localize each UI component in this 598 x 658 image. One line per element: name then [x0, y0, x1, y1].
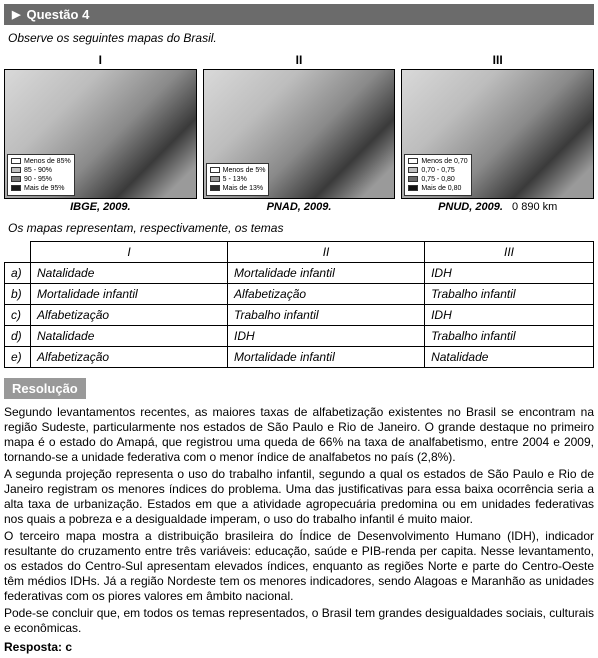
option-value: Trabalho infantil [425, 326, 594, 347]
legend-row: 5 - 13% [210, 175, 266, 184]
table-body: a)NatalidadeMortalidade infantilIDHb)Mor… [5, 263, 594, 368]
legend-label: 0,75 - 0,80 [421, 175, 454, 184]
legend-row: 0,70 - 0,75 [408, 166, 467, 175]
legend-swatch [408, 176, 418, 182]
map-col-1: I Menos de 85%85 - 90%90 - 95%Mais de 95… [4, 53, 197, 199]
map-roman-2: II [203, 53, 396, 67]
option-value: Natalidade [425, 347, 594, 368]
legend-label: Menos de 0,70 [421, 157, 467, 166]
map-image-1: Menos de 85%85 - 90%90 - 95%Mais de 95% [4, 69, 197, 199]
option-value: Mortalidade infantil [228, 347, 425, 368]
option-value: Alfabetização [228, 284, 425, 305]
map-sources: IBGE, 2009. PNAD, 2009. PNUD, 2009. 0 89… [4, 201, 594, 213]
legend-label: 0,70 - 0,75 [421, 166, 454, 175]
map-col-3: III Menos de 0,700,70 - 0,750,75 - 0,80M… [401, 53, 594, 199]
legend-label: 5 - 13% [223, 175, 247, 184]
table-header-cell [5, 242, 31, 263]
map-col-2: II Menos de 5%5 - 13%Mais de 13% [203, 53, 396, 199]
table-lead: Os mapas representam, respectivamente, o… [8, 221, 592, 235]
maps-row: I Menos de 85%85 - 90%90 - 95%Mais de 95… [4, 53, 594, 199]
table-row: a)NatalidadeMortalidade infantilIDH [5, 263, 594, 284]
legend-swatch [210, 176, 220, 182]
option-letter: c) [5, 305, 31, 326]
table-row: d)NatalidadeIDHTrabalho infantil [5, 326, 594, 347]
legend-label: Menos de 85% [24, 157, 71, 166]
legend-swatch [408, 167, 418, 173]
legend-swatch [11, 167, 21, 173]
legend-row: Mais de 95% [11, 184, 71, 193]
option-letter: a) [5, 263, 31, 284]
table-row: b)Mortalidade infantilAlfabetizaçãoTraba… [5, 284, 594, 305]
question-header: ▶ Questão 4 [4, 4, 594, 25]
legend-row: 85 - 90% [11, 166, 71, 175]
legend-label: 85 - 90% [24, 166, 52, 175]
option-value: IDH [425, 263, 594, 284]
legend-swatch [11, 158, 21, 164]
option-value: Alfabetização [31, 347, 228, 368]
resolution-paragraph: O terceiro mapa mostra a distribuição br… [4, 529, 594, 604]
legend-swatch [408, 185, 418, 191]
legend-swatch [408, 158, 418, 164]
legend-row: Mais de 13% [210, 184, 266, 193]
resolution-paragraph: A segunda projeção representa o uso do t… [4, 467, 594, 527]
option-value: Alfabetização [31, 305, 228, 326]
option-value: Trabalho infantil [228, 305, 425, 326]
legend-swatch [210, 185, 220, 191]
resolution-paragraph: Pode-se concluir que, em todos os temas … [4, 606, 594, 636]
map-roman-3: III [401, 53, 594, 67]
map-source-1: IBGE, 2009. [4, 201, 197, 213]
map-legend-2: Menos de 5%5 - 13%Mais de 13% [206, 163, 270, 196]
table-header-cell: III [425, 242, 594, 263]
legend-swatch [210, 167, 220, 173]
option-value: Mortalidade infantil [228, 263, 425, 284]
options-table: IIIIII a)NatalidadeMortalidade infantilI… [4, 241, 594, 368]
table-row: e)AlfabetizaçãoMortalidade infantilNatal… [5, 347, 594, 368]
map-image-3: Menos de 0,700,70 - 0,750,75 - 0,80Mais … [401, 69, 594, 199]
legend-row: Mais de 0,80 [408, 184, 467, 193]
legend-swatch [11, 176, 21, 182]
legend-label: Menos de 5% [223, 166, 266, 175]
table-header-cell: I [31, 242, 228, 263]
option-value: IDH [228, 326, 425, 347]
legend-row: Menos de 0,70 [408, 157, 467, 166]
map-source-2: PNAD, 2009. [203, 201, 396, 213]
option-value: Natalidade [31, 263, 228, 284]
table-row: c)AlfabetizaçãoTrabalho infantilIDH [5, 305, 594, 326]
option-value: IDH [425, 305, 594, 326]
map-legend-3: Menos de 0,700,70 - 0,750,75 - 0,80Mais … [404, 154, 471, 196]
option-value: Mortalidade infantil [31, 284, 228, 305]
option-letter: e) [5, 347, 31, 368]
option-value: Trabalho infantil [425, 284, 594, 305]
legend-row: Menos de 5% [210, 166, 266, 175]
resolution-body: Segundo levantamentos recentes, as maior… [4, 405, 594, 636]
answer-line: Resposta: c [4, 640, 594, 654]
map-source-3: PNUD, 2009. 0 890 km [401, 201, 594, 213]
option-letter: d) [5, 326, 31, 347]
resolution-header: Resolução [4, 378, 86, 399]
legend-label: 90 - 95% [24, 175, 52, 184]
resolution-paragraph: Segundo levantamentos recentes, as maior… [4, 405, 594, 465]
legend-label: Mais de 95% [24, 184, 64, 193]
map-roman-1: I [4, 53, 197, 67]
map-legend-1: Menos de 85%85 - 90%90 - 95%Mais de 95% [7, 154, 75, 196]
legend-label: Mais de 0,80 [421, 184, 461, 193]
map-image-2: Menos de 5%5 - 13%Mais de 13% [203, 69, 396, 199]
scale-bar: 0 890 km [512, 201, 557, 213]
table-header-cell: II [228, 242, 425, 263]
legend-row: 90 - 95% [11, 175, 71, 184]
question-number: Questão 4 [26, 7, 89, 22]
legend-row: Menos de 85% [11, 157, 71, 166]
option-value: Natalidade [31, 326, 228, 347]
option-letter: b) [5, 284, 31, 305]
question-intro: Observe os seguintes mapas do Brasil. [8, 31, 592, 45]
legend-label: Mais de 13% [223, 184, 263, 193]
triangle-icon: ▶ [12, 8, 20, 21]
table-header-row: IIIIII [5, 242, 594, 263]
legend-row: 0,75 - 0,80 [408, 175, 467, 184]
legend-swatch [11, 185, 21, 191]
